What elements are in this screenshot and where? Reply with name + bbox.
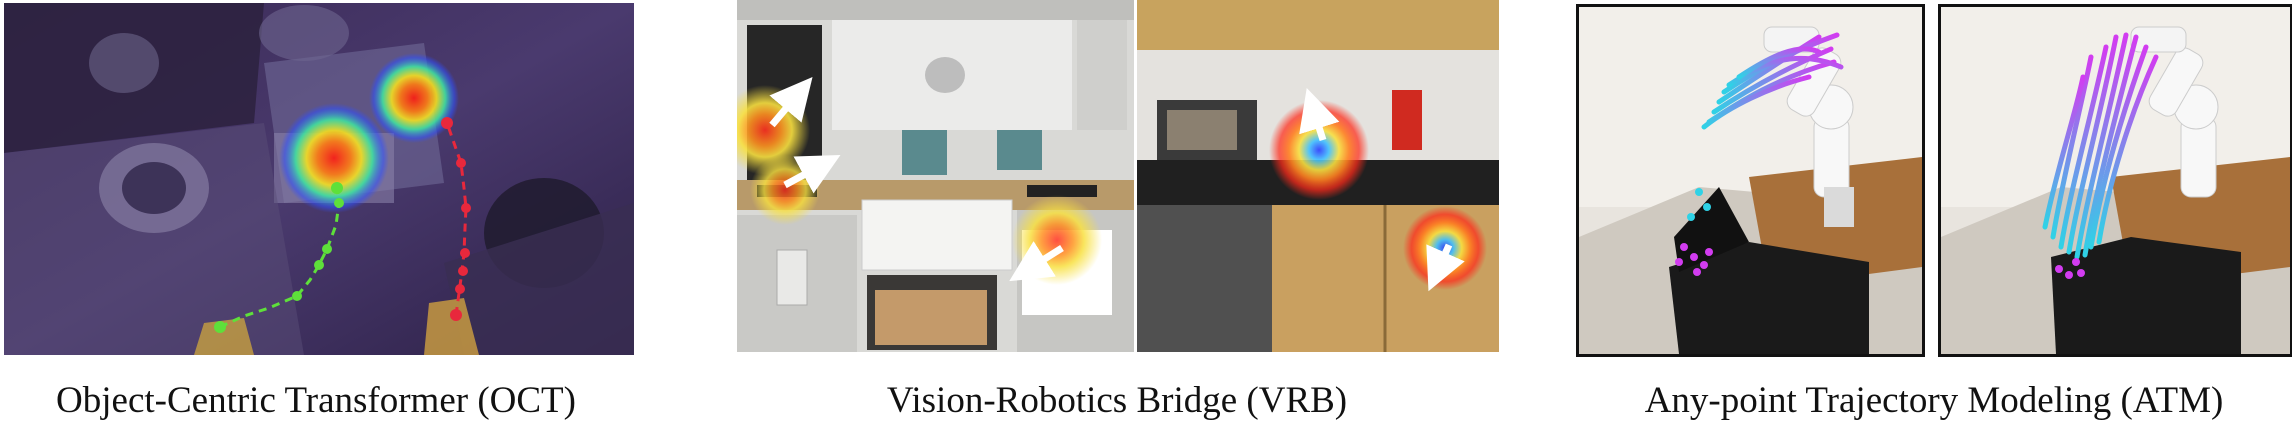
atm-image-right (1938, 4, 2292, 357)
atm-image-left (1576, 4, 1925, 357)
oct-image (4, 3, 634, 355)
vrb-scene-right (1137, 0, 1499, 352)
oct-scene (4, 3, 634, 355)
caption-atm: Any-point Trajectory Modeling (ATM) (1644, 380, 2224, 421)
vrb-scene-left (737, 0, 1134, 352)
caption-vrb: Vision-Robotics Bridge (VRB) (886, 380, 1348, 421)
caption-oct: Object-Centric Transformer (OCT) (56, 380, 576, 421)
atm-scene-right (1941, 7, 2290, 354)
vrb-image-left (737, 0, 1134, 352)
atm-scene-left (1579, 7, 1922, 354)
vrb-image-right (1137, 0, 1499, 352)
